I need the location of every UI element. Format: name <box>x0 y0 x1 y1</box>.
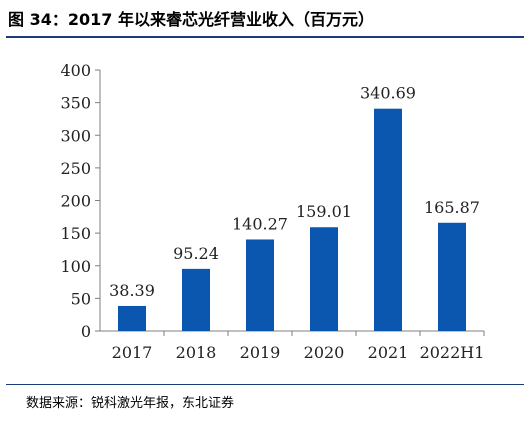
source-note: 数据来源：锐科激光年报，东北证券 <box>26 396 235 411</box>
data-labels: 38.39 95.24 140.27 159.01 340.69 165.87 <box>109 84 480 300</box>
x-tick-label: 2019 <box>240 343 281 362</box>
x-tick-label: 2021 <box>368 343 409 362</box>
data-label-2020: 159.01 <box>296 202 352 221</box>
y-tick-label: 250 <box>60 159 91 178</box>
bar-2022H1 <box>438 222 466 331</box>
x-tick-label: 2020 <box>304 343 345 362</box>
y-tick-label: 150 <box>60 224 91 243</box>
data-label-2021: 340.69 <box>360 84 416 103</box>
bar-2020 <box>310 227 338 331</box>
x-axis: 2017 2018 2019 2020 2021 2022H1 <box>100 330 485 362</box>
x-tick-label: 2017 <box>112 343 153 362</box>
title-divider <box>6 36 524 38</box>
y-tick-label: 0 <box>81 322 91 341</box>
y-tick-label: 400 <box>60 61 91 80</box>
figure-title: 图 34：2017 年以来睿芯光纤营业收入（百万元） <box>8 10 374 29</box>
x-tick-label: 2022H1 <box>420 343 485 362</box>
source-divider <box>6 384 524 385</box>
y-tick-label: 300 <box>60 126 91 145</box>
bar-2018 <box>182 268 210 331</box>
data-label-2018: 95.24 <box>173 244 219 263</box>
bar-2017 <box>118 305 146 331</box>
data-label-2019: 140.27 <box>232 214 288 233</box>
y-tick-label: 100 <box>60 257 91 276</box>
data-label-2017: 38.39 <box>109 281 155 300</box>
data-label-2022H1: 165.87 <box>424 198 480 217</box>
bar-2021 <box>374 108 402 332</box>
bars <box>118 108 466 332</box>
bar-2019 <box>246 239 274 331</box>
x-tick-label: 2018 <box>176 343 217 362</box>
y-tick-label: 50 <box>71 289 91 308</box>
y-tick-label: 200 <box>60 192 91 211</box>
y-tick-label: 350 <box>60 94 91 113</box>
y-axis: 0 50 100 150 200 250 300 350 400 <box>60 61 101 341</box>
